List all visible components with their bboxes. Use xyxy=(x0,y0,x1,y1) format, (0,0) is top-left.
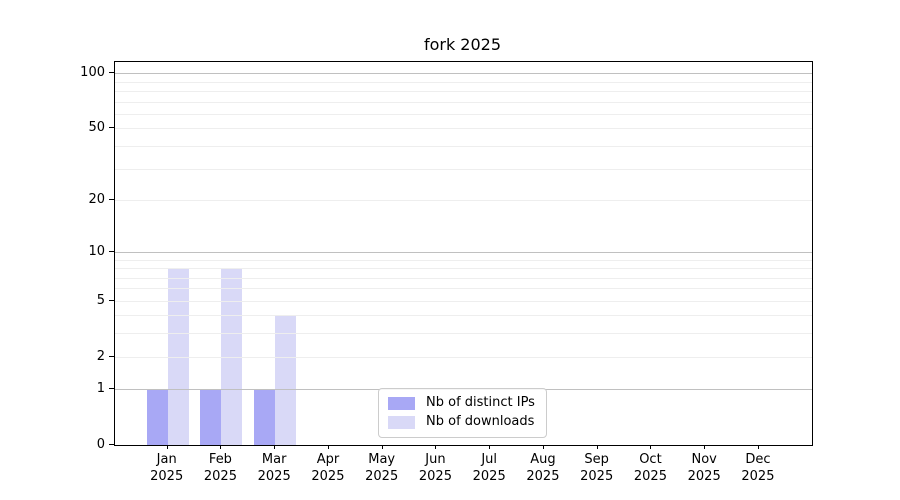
x-tick-mark-dec xyxy=(757,445,759,449)
y-tick-mark-100 xyxy=(109,72,114,74)
y-tick-mark-2 xyxy=(109,355,114,357)
y-tick-mark-0 xyxy=(109,444,114,445)
x-tick-month: Feb xyxy=(208,452,232,467)
x-tick-year: 2025 xyxy=(203,469,237,484)
x-tick-mark-sep xyxy=(596,445,598,449)
bar-series1-mar xyxy=(275,315,297,445)
x-tick-year: 2025 xyxy=(311,469,345,484)
legend-swatch-distinct-ips xyxy=(388,396,415,410)
y-tick-label-20: 20 xyxy=(88,191,105,207)
x-tick-label-apr: Apr 2025 xyxy=(311,451,344,485)
gridline-major-100 xyxy=(115,73,812,75)
x-tick-mark-jan xyxy=(166,445,168,449)
gridline-minor-8 xyxy=(115,268,812,270)
y-tick-mark-1 xyxy=(109,388,114,390)
x-tick-label-oct: Oct 2025 xyxy=(634,451,667,485)
gridline-minor-90 xyxy=(115,81,812,83)
gridline-minor-2 xyxy=(115,356,812,358)
legend: Nb of distinct IPs Nb of downloads xyxy=(378,388,547,438)
x-tick-year: 2025 xyxy=(526,469,560,484)
x-tick-mark-jun xyxy=(435,445,437,449)
bar-series0-mar xyxy=(254,389,276,445)
y-tick-label-100: 100 xyxy=(80,65,105,81)
x-tick-label-jan: Jan 2025 xyxy=(150,451,183,485)
x-tick-month: Aug xyxy=(530,452,556,467)
y-tick-mark-50 xyxy=(109,127,114,129)
gridline-minor-20 xyxy=(115,199,812,201)
x-tick-year: 2025 xyxy=(741,469,775,484)
x-tick-label-jun: Jun 2025 xyxy=(419,451,452,485)
x-tick-label-feb: Feb 2025 xyxy=(204,451,237,485)
x-tick-year: 2025 xyxy=(365,469,399,484)
y-tick-mark-5 xyxy=(109,299,114,301)
x-tick-month: Mar xyxy=(261,452,287,467)
gridline-minor-6 xyxy=(115,288,812,290)
y-tick-label-0: 0 xyxy=(96,437,105,452)
x-tick-year: 2025 xyxy=(150,469,184,484)
x-tick-mark-oct xyxy=(650,445,652,449)
x-tick-label-may: May 2025 xyxy=(365,451,398,485)
x-tick-month: Jul xyxy=(481,452,498,467)
y-tick-mark-20 xyxy=(109,198,114,200)
x-tick-year: 2025 xyxy=(687,469,721,484)
y-tick-label-1: 1 xyxy=(96,381,105,397)
x-tick-month: May xyxy=(368,452,396,467)
x-tick-mark-mar xyxy=(274,445,276,449)
gridline-minor-70 xyxy=(115,101,812,103)
plot-area xyxy=(114,61,813,446)
x-tick-label-mar: Mar 2025 xyxy=(258,451,291,485)
x-tick-year: 2025 xyxy=(472,469,506,484)
chart-title: fork 2025 xyxy=(423,35,502,54)
x-tick-mark-may xyxy=(381,445,383,449)
x-tick-mark-aug xyxy=(542,445,544,449)
x-tick-mark-apr xyxy=(327,445,329,449)
gridline-minor-80 xyxy=(115,91,812,93)
x-tick-year: 2025 xyxy=(257,469,291,484)
x-tick-year: 2025 xyxy=(633,469,667,484)
gridline-minor-60 xyxy=(115,113,812,115)
legend-label-downloads: Nb of downloads xyxy=(426,414,535,429)
gridline-minor-50 xyxy=(115,128,812,130)
y-tick-label-2: 2 xyxy=(96,348,105,364)
gridline-minor-40 xyxy=(115,145,812,147)
x-tick-mark-nov xyxy=(704,445,706,449)
y-tick-mark-10 xyxy=(109,250,114,252)
y-tick-label-10: 10 xyxy=(88,243,105,259)
x-tick-mark-feb xyxy=(220,445,222,449)
x-tick-month: Jun xyxy=(425,452,446,467)
legend-item-distinct-ips: Nb of distinct IPs xyxy=(388,396,535,410)
legend-item-downloads: Nb of downloads xyxy=(388,415,535,429)
x-tick-label-sep: Sep 2025 xyxy=(580,451,613,485)
x-tick-month: Nov xyxy=(691,452,717,467)
legend-swatch-downloads xyxy=(388,415,415,429)
gridline-minor-7 xyxy=(115,277,812,279)
gridline-minor-4 xyxy=(115,315,812,317)
x-tick-month: Dec xyxy=(745,452,771,467)
y-tick-label-50: 50 xyxy=(88,120,105,136)
x-tick-month: Sep xyxy=(584,452,609,467)
x-tick-month: Jan xyxy=(156,452,177,467)
gridline-major-10 xyxy=(115,251,812,253)
x-tick-label-dec: Dec 2025 xyxy=(741,451,774,485)
gridline-minor-9 xyxy=(115,259,812,261)
x-tick-year: 2025 xyxy=(580,469,614,484)
x-tick-label-nov: Nov 2025 xyxy=(688,451,721,485)
x-tick-label-jul: Jul 2025 xyxy=(473,451,506,485)
x-tick-month: Apr xyxy=(316,452,340,467)
gridline-minor-5 xyxy=(115,300,812,302)
bar-series0-jan xyxy=(146,389,168,445)
x-tick-month: Oct xyxy=(639,452,662,467)
legend-label-distinct-ips: Nb of distinct IPs xyxy=(426,395,535,410)
x-tick-label-aug: Aug 2025 xyxy=(526,451,559,485)
gridline-minor-30 xyxy=(115,168,812,170)
x-tick-mark-jul xyxy=(489,445,491,449)
x-tick-year: 2025 xyxy=(418,469,452,484)
bar-series0-feb xyxy=(200,389,222,445)
gridline-minor-3 xyxy=(115,333,812,335)
y-tick-label-5: 5 xyxy=(96,292,105,308)
